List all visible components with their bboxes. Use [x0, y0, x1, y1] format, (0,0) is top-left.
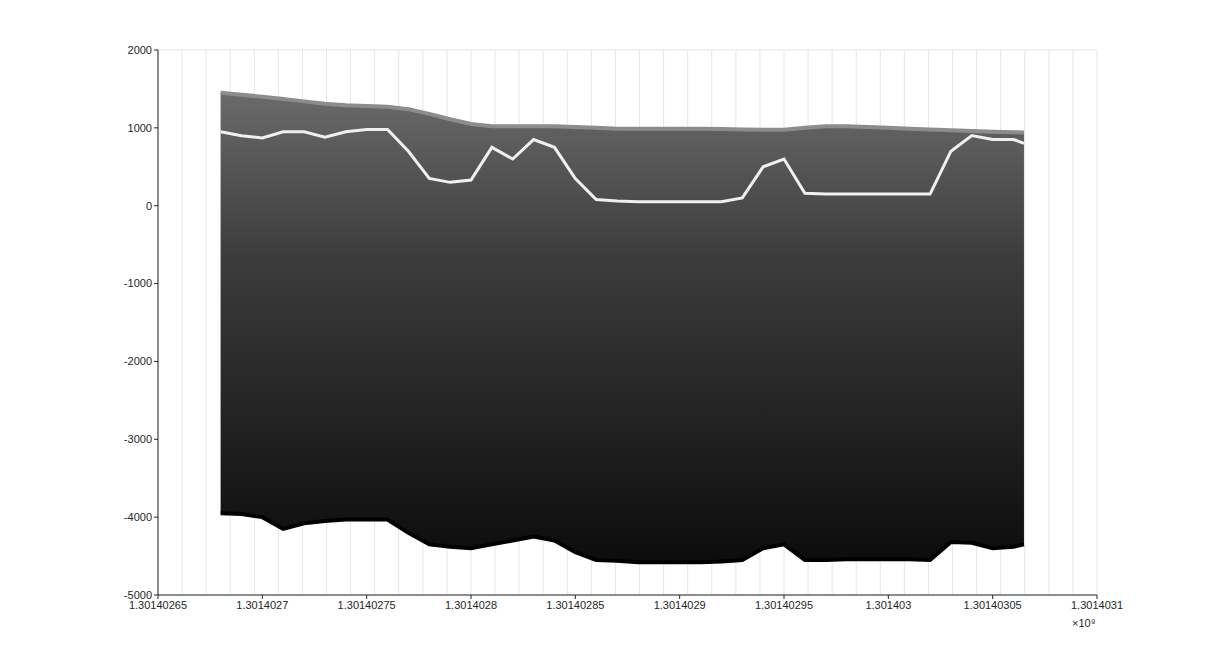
svg-text:-5000: -5000 — [124, 589, 152, 601]
svg-text:0: 0 — [146, 200, 152, 212]
svg-text:-3000: -3000 — [124, 433, 152, 445]
svg-text:1.30140285: 1.30140285 — [546, 599, 604, 611]
svg-text:1.3014029: 1.3014029 — [654, 599, 706, 611]
svg-text:2000: 2000 — [128, 44, 152, 56]
svg-text:1.3014027: 1.3014027 — [236, 599, 288, 611]
html-text:×10⁹: ×10⁹ — [1072, 617, 1096, 629]
svg-text:1000: 1000 — [128, 122, 152, 134]
svg-text:1.301403: 1.301403 — [865, 599, 911, 611]
svg-text:1.30140305: 1.30140305 — [964, 599, 1022, 611]
svg-text:1.3014028: 1.3014028 — [445, 599, 497, 611]
svg-text:1.30140265: 1.30140265 — [128, 598, 188, 611]
svg-text:1.30140295: 1.30140295 — [755, 599, 813, 611]
svg-text:-2000: -2000 — [124, 355, 152, 367]
svg-text:1.30140275: 1.30140275 — [338, 599, 396, 611]
svg-text:-4000: -4000 — [124, 511, 152, 523]
svg-text:1.3014031: 1.3014031 — [1071, 599, 1123, 611]
svg-text:-1000: -1000 — [124, 277, 152, 289]
